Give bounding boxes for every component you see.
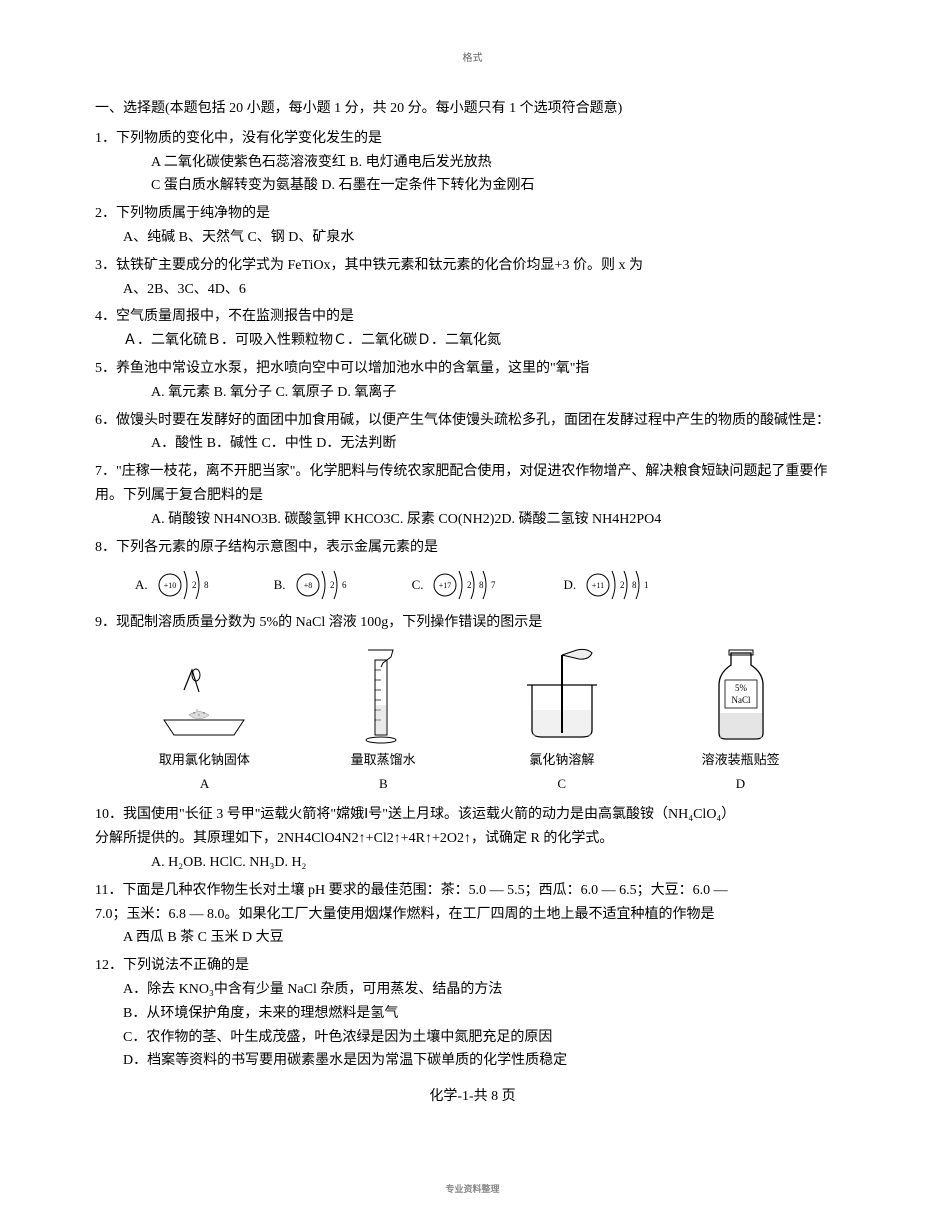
weigh-solid-icon bbox=[154, 650, 254, 740]
question-9: 9．现配制溶质质量分数为 5%的 NaCl 溶液 100g，下列操作错误的图示是… bbox=[95, 611, 850, 795]
atom-structure-icon: +10 28 bbox=[156, 567, 214, 603]
top-header: 格式 bbox=[95, 50, 850, 67]
q7-opts: A. 硝酸铵 NH4NO3B. 碳酸氢钾 KHCO3C. 尿素 CO(NH2)2… bbox=[95, 508, 850, 532]
question-5: 5．养鱼池中常设立水泵，把水喷向空中可以增加池水中的含氧量，这里的"氧"指 A.… bbox=[95, 357, 850, 405]
q11-line1: 11．下面是几种农作物生长对土壤 pH 要求的最佳范围：茶：5.0 — 5.5；… bbox=[95, 879, 850, 903]
svg-text:+11: +11 bbox=[592, 581, 604, 590]
section-title: 一、选择题(本题包括 20 小题，每小题 1 分，共 20 分。每小题只有 1 … bbox=[95, 97, 850, 121]
page-footer: 化学-1-共 8 页 bbox=[95, 1085, 850, 1109]
svg-text:+10: +10 bbox=[163, 581, 176, 590]
atom-label: C. bbox=[412, 574, 424, 596]
q12-a: A．除去 KNO₃中含有少量 NaCl 杂质，可用蒸发、结晶的方法 bbox=[95, 978, 850, 1002]
question-10: 10．我国使用"长征 3 号甲"运载火箭将"嫦娥Ⅰ号"送上月球。该运载火箭的动力… bbox=[95, 803, 850, 874]
svg-text:+17: +17 bbox=[439, 581, 452, 590]
q9-letter-row: A B C D bbox=[95, 773, 850, 795]
q12-b: B．从环境保护角度，未来的理想燃料是氢气 bbox=[95, 1002, 850, 1026]
q10-opts: A. H₂OB. HClC. NH₃D. H₂ bbox=[95, 851, 850, 875]
atom-option-1: B. +8 26 bbox=[274, 567, 352, 603]
q2-stem: 2．下列物质属于纯净物的是 bbox=[95, 202, 850, 226]
svg-text:6: 6 bbox=[342, 580, 347, 590]
q9-caption-a: 取用氯化钠固体 bbox=[159, 749, 250, 771]
q9-letter-d: D bbox=[736, 773, 745, 795]
q1-opts-1: A 二氧化碳使紫色石蕊溶液变红 B. 电灯通电后发光放热 bbox=[95, 151, 850, 175]
svg-text:8: 8 bbox=[479, 580, 484, 590]
q9-img-b: 量取蒸馏水 bbox=[328, 645, 438, 771]
atom-structure-icon: +8 26 bbox=[294, 567, 352, 603]
q9-letter-a: A bbox=[200, 773, 209, 795]
q5-stem: 5．养鱼池中常设立水泵，把水喷向空中可以增加池水中的含氧量，这里的"氧"指 bbox=[95, 357, 850, 381]
atom-structure-icon: +11 281 bbox=[584, 567, 656, 603]
bottle-formula: NaCl bbox=[731, 695, 750, 705]
question-2: 2．下列物质属于纯净物的是 A、纯碱 B、天然气 C、钢 D、矿泉水 bbox=[95, 202, 850, 250]
q2-opts: A、纯碱 B、天然气 C、钢 D、矿泉水 bbox=[95, 226, 850, 250]
svg-text:2: 2 bbox=[192, 580, 197, 590]
atom-label: A. bbox=[135, 574, 148, 596]
q7-stem: 7．"庄稼一枝花，离不开肥当家"。化学肥料与传统农家肥配合使用，对促进农作物增产… bbox=[95, 460, 850, 508]
atom-diagram-row: A.+1028B.+826C.+17287D.+11281 bbox=[95, 567, 850, 603]
svg-text:1: 1 bbox=[644, 580, 649, 590]
q11-line2: 7.0；玉米：6.8 — 8.0。如果化工厂大量使用烟煤作燃料，在工厂四周的土地… bbox=[95, 903, 850, 927]
q6-opts: A．酸性 B．碱性 C．中性 D．无法判断 bbox=[95, 432, 850, 456]
q4-stem: 4．空气质量周报中，不在监测报告中的是 bbox=[95, 305, 850, 329]
bottle-label-icon: 5% NaCl bbox=[701, 645, 781, 745]
q10-line1: 10．我国使用"长征 3 号甲"运载火箭将"嫦娥Ⅰ号"送上月球。该运载火箭的动力… bbox=[95, 803, 850, 827]
q6-stem: 6．做馒头时要在发酵好的面团中加食用碱，以便产生气体使馒头疏松多孔，面团在发酵过… bbox=[95, 409, 850, 433]
bottle-pct: 5% bbox=[735, 683, 748, 693]
q9-image-row: 取用氯化钠固体 量取蒸馏水 bbox=[95, 645, 850, 771]
q4-opts: Ａ．二氧化硫Ｂ．可吸入性颗粒物Ｃ．二氧化碳Ｄ．二氧化氮 bbox=[95, 329, 850, 353]
svg-text:+8: +8 bbox=[303, 581, 312, 590]
svg-text:8: 8 bbox=[632, 580, 637, 590]
q5-opts: A. 氧元素 B. 氧分子 C. 氧原子 D. 氧离子 bbox=[95, 381, 850, 405]
svg-text:2: 2 bbox=[330, 580, 335, 590]
question-3: 3．钛铁矿主要成分的化学式为 FeTiOx，其中铁元素和钛元素的化合价均显+3 … bbox=[95, 254, 850, 302]
atom-label: B. bbox=[274, 574, 286, 596]
atom-option-3: D. +11 281 bbox=[563, 567, 656, 603]
measure-water-icon bbox=[333, 645, 433, 745]
svg-text:8: 8 bbox=[204, 580, 209, 590]
dissolve-icon bbox=[507, 645, 617, 745]
q10-line2: 分解所提供的。其原理如下，2NH4ClO4N2↑+Cl2↑+4R↑+2O2↑，试… bbox=[95, 827, 850, 851]
atom-option-2: C. +17 287 bbox=[412, 567, 504, 603]
svg-text:2: 2 bbox=[620, 580, 625, 590]
q9-stem: 9．现配制溶质质量分数为 5%的 NaCl 溶液 100g，下列操作错误的图示是 bbox=[95, 611, 850, 635]
q11-opts: A 西瓜 B 茶 C 玉米 D 大豆 bbox=[95, 926, 850, 950]
atom-label: D. bbox=[563, 574, 576, 596]
question-4: 4．空气质量周报中，不在监测报告中的是 Ａ．二氧化硫Ｂ．可吸入性颗粒物Ｃ．二氧化… bbox=[95, 305, 850, 353]
q8-stem: 8．下列各元素的原子结构示意图中，表示金属元素的是 bbox=[95, 536, 850, 560]
svg-text:7: 7 bbox=[491, 580, 496, 590]
q9-caption-c: 氯化钠溶解 bbox=[529, 749, 594, 771]
q1-opts-2: C 蛋白质水解转变为氨基酸 D. 石墨在一定条件下转化为金刚石 bbox=[95, 174, 850, 198]
q9-img-c: 氯化钠溶解 bbox=[507, 645, 617, 771]
q9-img-a: 取用氯化钠固体 bbox=[149, 645, 259, 771]
q9-img-d: 5% NaCl 溶液装瓶贴签 bbox=[686, 645, 796, 771]
q1-stem: 1．下列物质的变化中，没有化学变化发生的是 bbox=[95, 127, 850, 151]
question-1: 1．下列物质的变化中，没有化学变化发生的是 A 二氧化碳使紫色石蕊溶液变红 B.… bbox=[95, 127, 850, 198]
q3-stem: 3．钛铁矿主要成分的化学式为 FeTiOx，其中铁元素和钛元素的化合价均显+3 … bbox=[95, 254, 850, 278]
bottom-watermark: 专业资料整理 bbox=[0, 1182, 945, 1197]
question-7: 7．"庄稼一枝花，离不开肥当家"。化学肥料与传统农家肥配合使用，对促进农作物增产… bbox=[95, 460, 850, 531]
q9-caption-d: 溶液装瓶贴签 bbox=[702, 749, 780, 771]
question-11: 11．下面是几种农作物生长对土壤 pH 要求的最佳范围：茶：5.0 — 5.5；… bbox=[95, 879, 850, 950]
q12-d: D．档案等资料的书写要用碳素墨水是因为常温下碳单质的化学性质稳定 bbox=[95, 1049, 850, 1073]
q9-letter-b: B bbox=[379, 773, 388, 795]
svg-text:2: 2 bbox=[467, 580, 472, 590]
q9-letter-c: C bbox=[557, 773, 566, 795]
atom-structure-icon: +17 287 bbox=[431, 567, 503, 603]
q12-c: C．农作物的茎、叶生成茂盛，叶色浓绿是因为土壤中氮肥充足的原因 bbox=[95, 1026, 850, 1050]
question-8: 8．下列各元素的原子结构示意图中，表示金属元素的是 A.+1028B.+826C… bbox=[95, 536, 850, 604]
q3-opts: A、2B、3C、4D、6 bbox=[95, 278, 850, 302]
question-6: 6．做馒头时要在发酵好的面团中加食用碱，以便产生气体使馒头疏松多孔，面团在发酵过… bbox=[95, 409, 850, 457]
q9-caption-b: 量取蒸馏水 bbox=[351, 749, 416, 771]
question-12: 12．下列说法不正确的是 A．除去 KNO₃中含有少量 NaCl 杂质，可用蒸发… bbox=[95, 954, 850, 1073]
atom-option-0: A. +10 28 bbox=[135, 567, 214, 603]
q12-stem: 12．下列说法不正确的是 bbox=[95, 954, 850, 978]
